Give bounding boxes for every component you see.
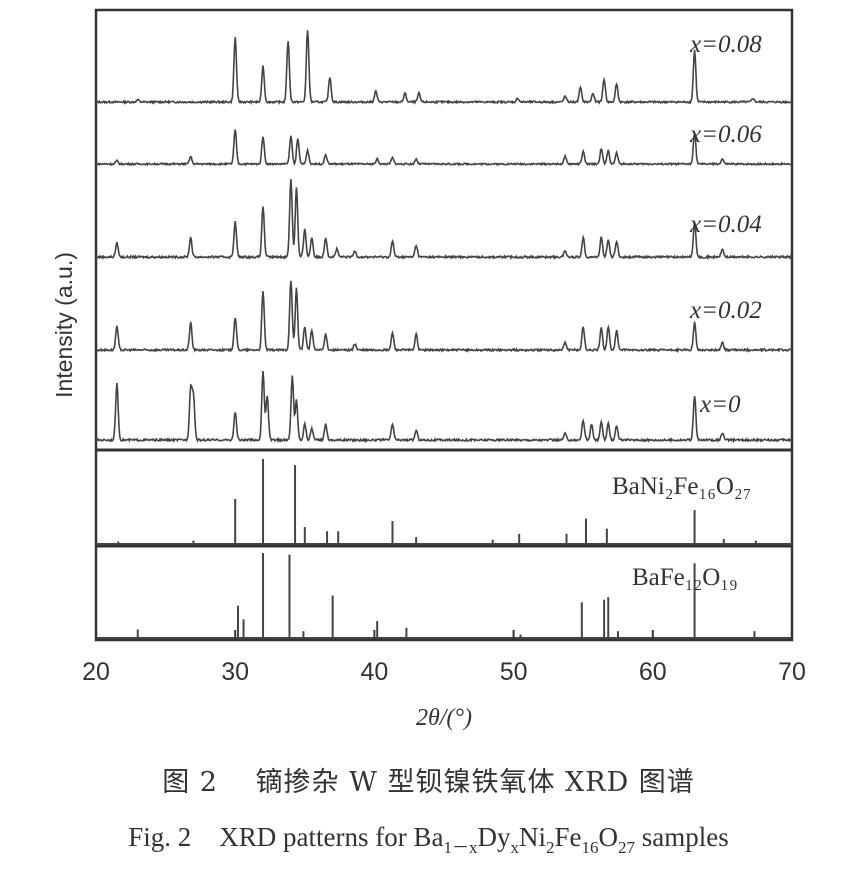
x-tick-label: 70	[778, 658, 806, 686]
caption-sub: x	[510, 838, 519, 857]
caption-sub: 27	[617, 838, 635, 857]
panel-label-x=0.08: x=0.08	[689, 31, 762, 58]
x-tick-label: 40	[360, 658, 388, 686]
caption-figure-number: Fig. 2	[128, 822, 192, 852]
caption-text: O	[598, 822, 618, 852]
series-x=0.04	[95, 179, 793, 261]
series-line-x=0.02	[95, 280, 793, 354]
caption-english: Fig. 2 XRD patterns for Ba1－xDyxNi2Fe16O2…	[0, 822, 857, 858]
plot-frame	[94, 8, 794, 642]
caption-text: samples	[634, 822, 729, 852]
series-line-x=0	[95, 370, 793, 444]
caption-text: Fe	[554, 822, 582, 852]
series-BaFe12O19	[96, 553, 792, 639]
series-line-x=0.06	[96, 129, 793, 167]
caption-text: Ni	[518, 822, 546, 852]
series-x=0.02	[95, 280, 793, 354]
caption-sub: 2	[545, 838, 555, 857]
panel-label-x=0: x=0	[699, 391, 741, 418]
panel-label-x=0.06: x=0.06	[689, 121, 762, 148]
x-tick-label: 60	[639, 658, 667, 686]
caption-text: Dy	[477, 822, 511, 852]
caption-sub: 1－x	[443, 838, 478, 857]
series-line-x=0.04	[95, 179, 793, 261]
caption-sub: 16	[581, 838, 599, 857]
x-tick-label: 50	[500, 658, 528, 686]
x-axis-label: 2θ/(°)	[416, 705, 472, 731]
series-x=0	[95, 370, 793, 444]
series-line-x=0.08	[95, 30, 793, 106]
panel-label-BaFe12O19: BaFe₁₂O₁₉	[632, 564, 738, 591]
series-BaNi2Fe16O27	[96, 459, 792, 545]
xrd-traces	[95, 30, 793, 639]
panel-label-BaNi2Fe16O27: BaNi₂Fe₁₆O₂₇	[612, 473, 751, 500]
x-tick-label: 30	[221, 658, 249, 686]
panel-label-x=0.02: x=0.02	[689, 297, 762, 324]
series-x=0.08	[95, 30, 793, 106]
panel-labels: x=0.08 x=0.06 x=0.04 x=0.02 x=0 BaNi₂Fe₁₆O₂₇ B…	[612, 31, 762, 591]
panel-label-x=0.04: x=0.04	[689, 211, 762, 238]
x-axis-ticks: 20 30 40 50 60 70	[82, 630, 806, 686]
caption-text: XRD patterns for Ba	[219, 822, 444, 852]
caption-chinese: 图 2 镝掺杂 W 型钡镍铁氧体 XRD 图谱	[162, 767, 695, 798]
x-tick-label: 20	[82, 658, 110, 686]
y-axis-label: Intensity (a.u.)	[51, 252, 77, 398]
xrd-figure: 20 30 40 50 60 70 x=0.08x=0.06x=0.04x=0.02x=0…	[51, 8, 806, 731]
series-x=0.06	[96, 129, 793, 167]
